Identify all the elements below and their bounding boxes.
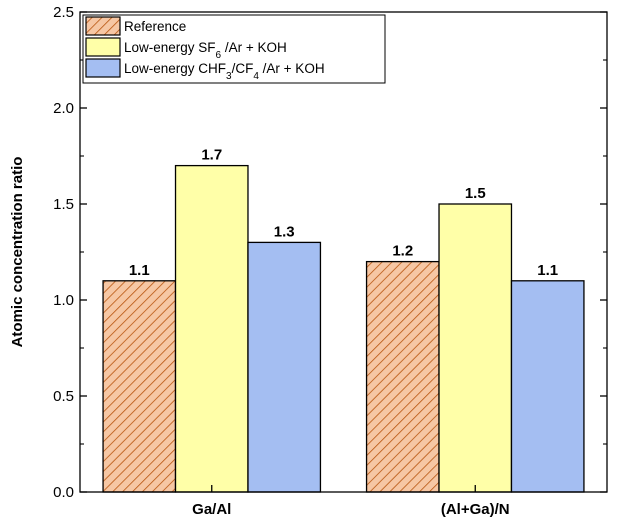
- x-category-label: (Al+Ga)/N: [441, 501, 510, 518]
- y-tick-label: 2.0: [53, 100, 74, 117]
- bar-value-label: 1.1: [129, 262, 150, 279]
- y-tick-label: 0.5: [53, 388, 74, 405]
- legend: Reference Low-energy SF6 /Ar + KOHLow-ene…: [82, 14, 386, 84]
- bar: [365, 260, 440, 493]
- legend-box: [82, 14, 386, 84]
- y-tick-label: 1.5: [53, 196, 74, 213]
- bar-value-label: 1.1: [537, 262, 558, 279]
- legend-label: Low-energy SF6 /Ar + KOH: [124, 40, 287, 61]
- bar: [438, 203, 513, 493]
- y-tick-label: 1.0: [53, 292, 74, 309]
- bar: [247, 241, 322, 493]
- bar-value-label: 1.3: [274, 223, 295, 240]
- bar: [102, 280, 177, 493]
- legend-swatch: [85, 37, 121, 57]
- legend-swatch: [85, 58, 121, 78]
- y-tick-label: 0.0: [53, 484, 74, 501]
- y-axis: 0.0 0.5 1.0 1.5 2.0 2.5: [53, 4, 607, 501]
- bar-value-label: 1.2: [392, 243, 413, 260]
- legend-label: Reference: [124, 19, 186, 34]
- x-axis: Ga/Al (Al+Ga)/N: [192, 485, 510, 518]
- y-axis-title: Atomic concentration ratio: [9, 157, 26, 348]
- y-tick-label: 2.5: [53, 4, 74, 21]
- bar: [510, 280, 585, 493]
- bars-group: [102, 164, 585, 493]
- bar-value-label: 1.7: [201, 147, 222, 164]
- data-labels-group: 1.1 1.7 1.3 1.2 1.5 1.1: [129, 147, 558, 279]
- legend-label: Low-energy CHF3/CF4 /Ar + KOH: [124, 61, 325, 82]
- bar-value-label: 1.5: [465, 185, 486, 202]
- legend-swatch: [85, 16, 121, 36]
- x-category-label: Ga/Al: [192, 501, 231, 518]
- bar: [174, 164, 249, 493]
